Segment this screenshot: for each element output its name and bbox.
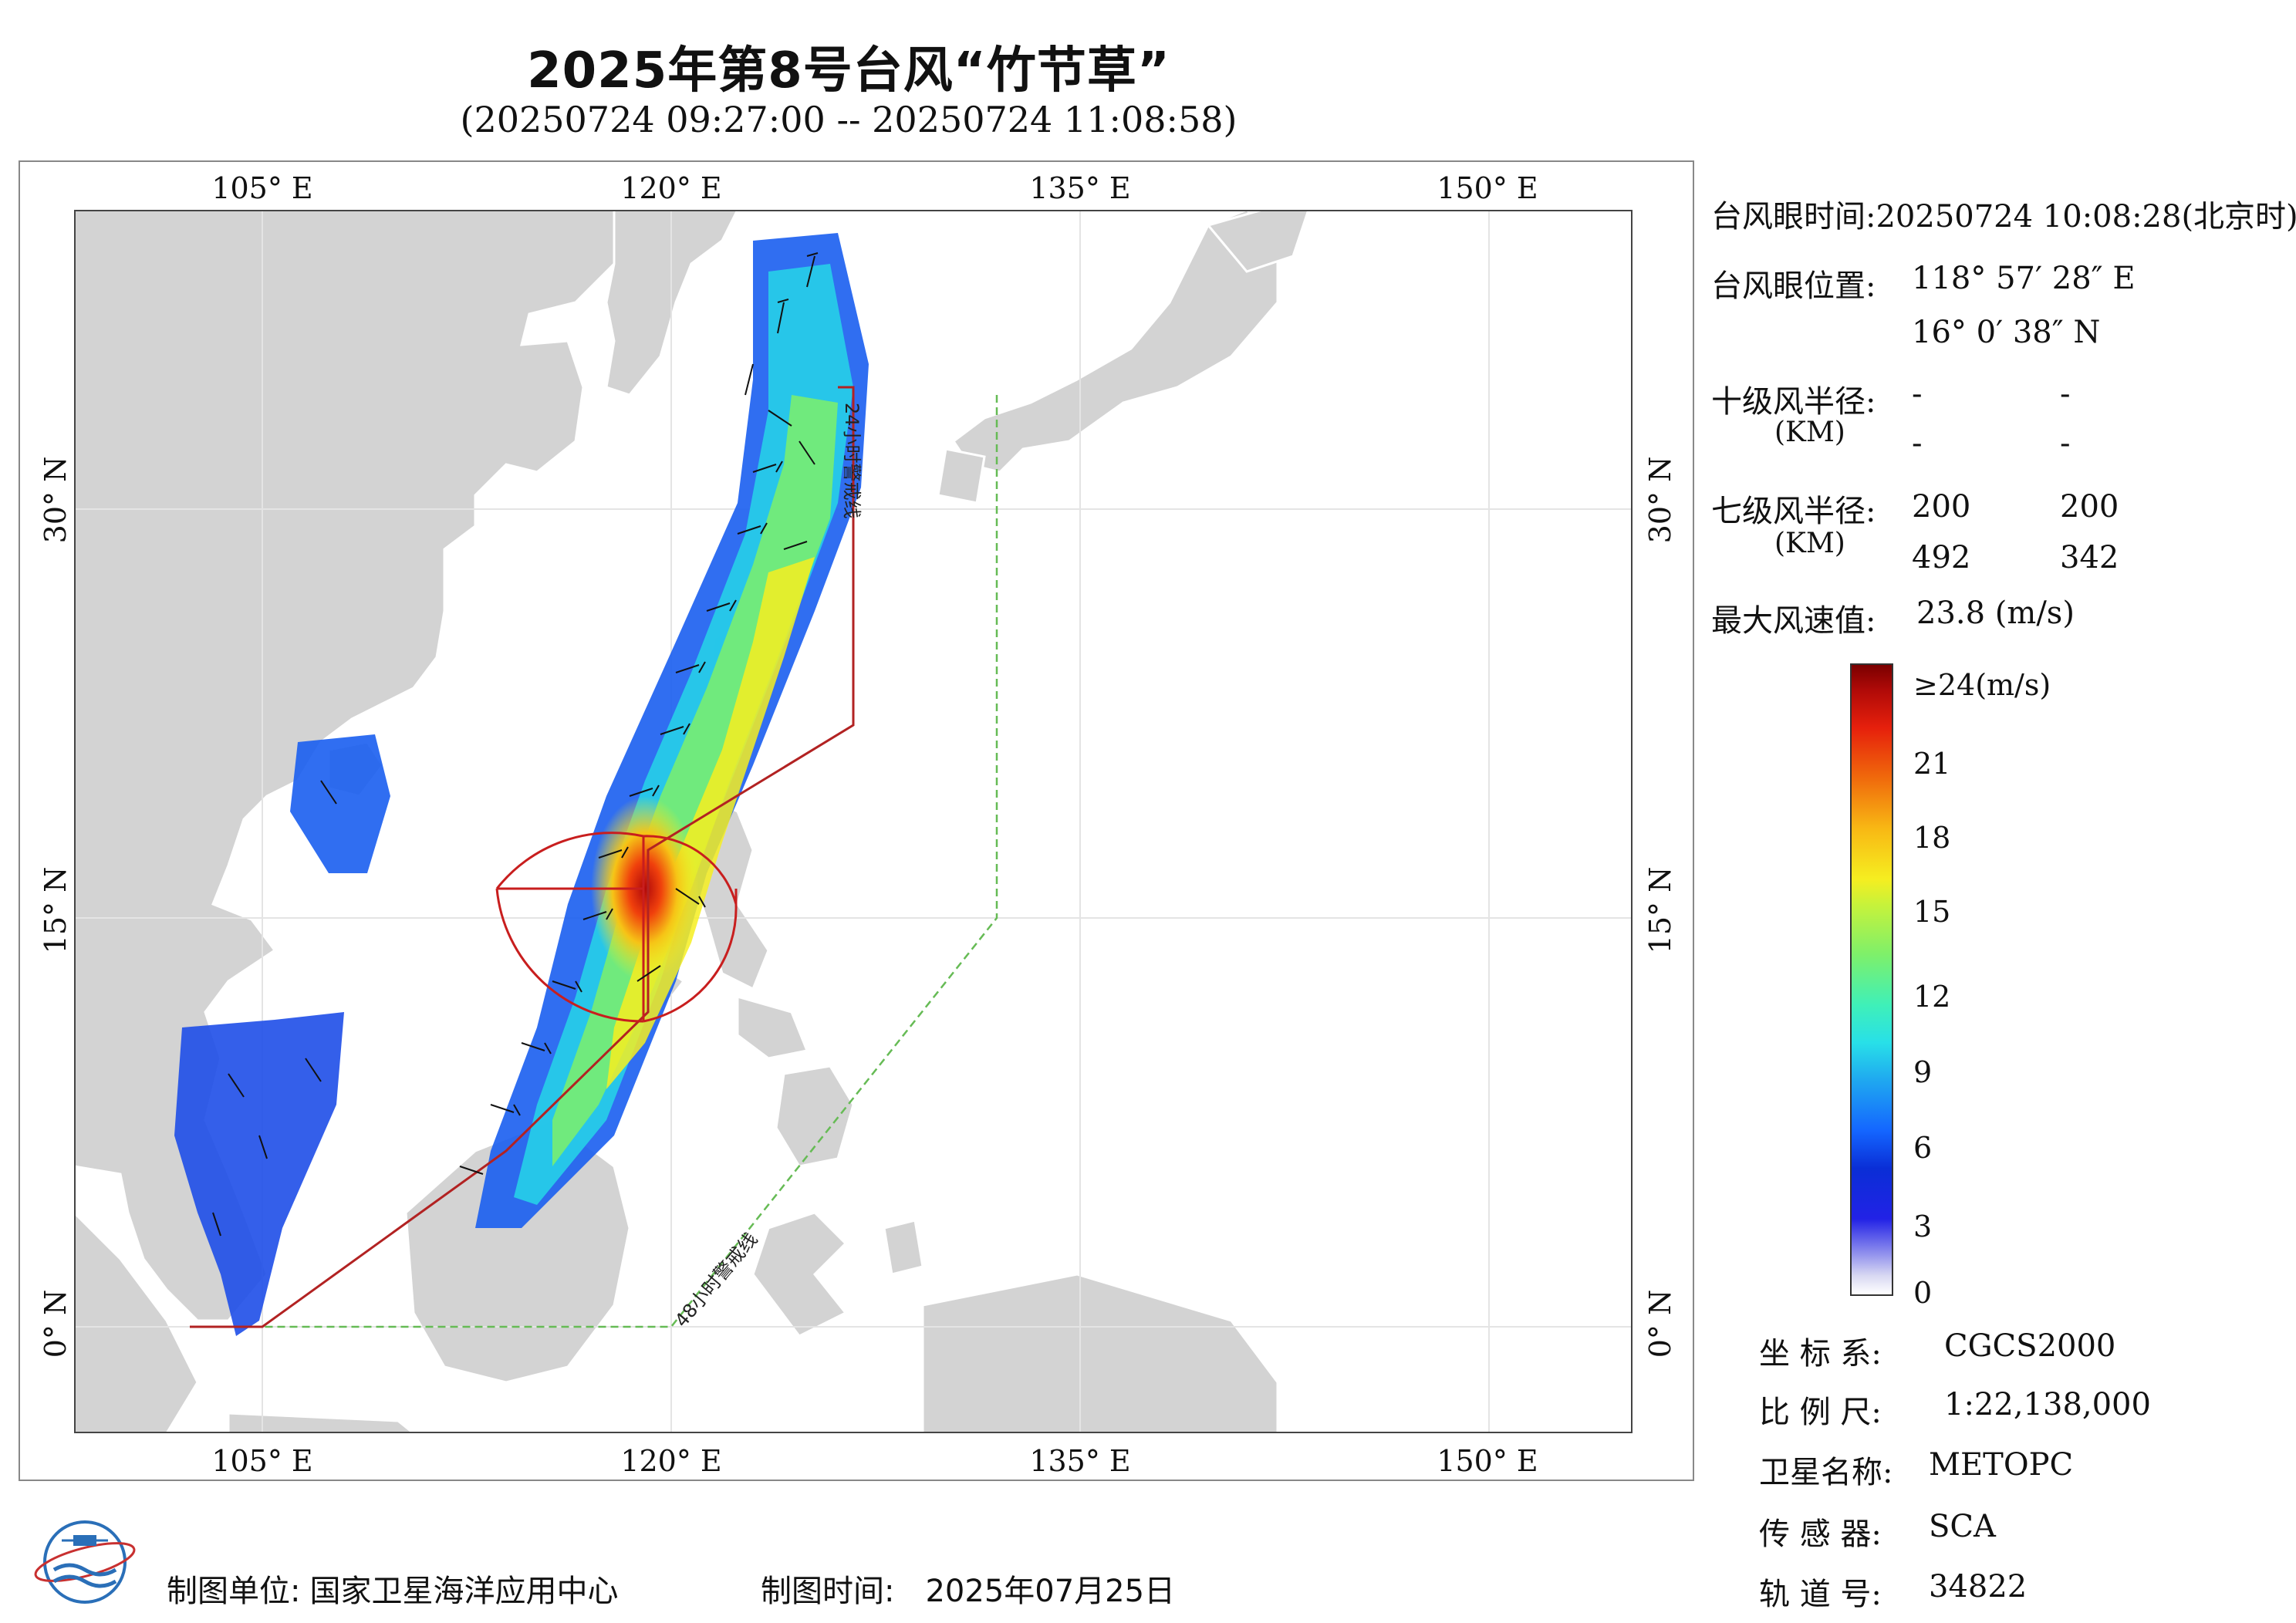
colorbar-tick-6: 6 bbox=[1913, 1131, 1933, 1165]
lat-label-right-0: 0° N bbox=[1643, 1289, 1677, 1358]
eye-pos-label: 台风眼位置: bbox=[1711, 268, 1876, 304]
satellite-label: 卫星名称: bbox=[1759, 1455, 1893, 1490]
r7-value-4: 342 bbox=[2060, 540, 2119, 575]
typhoon-wind-map: 24小时警戒线 48小时警戒线 bbox=[74, 210, 1633, 1433]
colorbar-tick-0: 0 bbox=[1913, 1276, 1933, 1310]
colorbar-tick-15: 15 bbox=[1913, 895, 1951, 929]
r7-value-1: 200 bbox=[1912, 489, 1971, 525]
land-sumatra bbox=[74, 1210, 199, 1433]
lat-label-left-15: 15° N bbox=[39, 866, 73, 954]
map-title: 2025年第8号台风“竹节草” bbox=[527, 42, 1170, 100]
lon-label-bottom-150: 150° E bbox=[1437, 1444, 1538, 1478]
wind-barbs bbox=[212, 252, 819, 1237]
nsoas-logo bbox=[34, 1520, 136, 1604]
wind-speed-colorbar bbox=[1850, 663, 1893, 1296]
lon-label-top-105: 105° E bbox=[211, 171, 313, 205]
coord-value: CGCS2000 bbox=[1944, 1328, 2116, 1364]
r10-value-1: - bbox=[1912, 376, 1923, 412]
lon-label-top-120: 120° E bbox=[620, 171, 722, 205]
land-halmahera bbox=[883, 1219, 924, 1276]
orbit-label: 轨 道 号: bbox=[1759, 1577, 1882, 1612]
footer-unit-value: 国家卫星海洋应用中心 bbox=[309, 1574, 619, 1609]
max-wind-label: 最大风速值: bbox=[1711, 603, 1876, 639]
r7-label: 七级风半径: bbox=[1711, 494, 1876, 529]
lat-label-right-30: 30° N bbox=[1643, 456, 1677, 544]
r10-label: 十级风半径: bbox=[1711, 384, 1876, 420]
lon-label-top-150: 150° E bbox=[1437, 171, 1538, 205]
eye-time-value: 20250724 10:08:28(北京时) bbox=[1876, 199, 2296, 235]
map-subtitle: (20250724 09:27:00 -- 20250724 11:08:58) bbox=[460, 99, 1237, 140]
orbit-value: 34822 bbox=[1929, 1569, 2028, 1604]
land-visayas bbox=[736, 995, 809, 1060]
footer-time-row: 制图时间: 2025年07月25日 bbox=[761, 1566, 1175, 1611]
lat-label-left-0: 0° N bbox=[39, 1289, 73, 1358]
satellite-value: METOPC bbox=[1929, 1447, 2074, 1483]
land-new-guinea bbox=[921, 1273, 1279, 1433]
r10-unit: (KM) bbox=[1774, 417, 1845, 448]
sensor-value: SCA bbox=[1929, 1509, 1996, 1544]
eye-lon-value: 118° 57′ 28″ E bbox=[1912, 261, 2136, 296]
r7-value-2: 200 bbox=[2060, 489, 2119, 525]
lon-label-bottom-105: 105° E bbox=[211, 1444, 313, 1478]
lon-label-bottom-135: 135° E bbox=[1029, 1444, 1131, 1478]
land-hokkaido bbox=[1206, 210, 1310, 273]
footer-unit-row: 制图单位: 国家卫星海洋应用中心 bbox=[167, 1566, 618, 1611]
scale-label: 比 例 尺: bbox=[1759, 1395, 1882, 1430]
warning-line-24h bbox=[190, 386, 855, 1328]
eye-time-row: 台风眼时间:20250724 10:08:28(北京时) bbox=[1711, 191, 2296, 236]
lon-label-top-135: 135° E bbox=[1029, 171, 1131, 205]
warning-line-48h bbox=[262, 395, 998, 1328]
scale-value: 1:22,138,000 bbox=[1944, 1387, 2151, 1422]
warning-line-24h-label: 24小时警戒线 bbox=[841, 403, 863, 519]
colorbar-tick-3: 3 bbox=[1913, 1210, 1933, 1243]
r10-value-4: - bbox=[2060, 426, 2071, 461]
lon-label-bottom-120: 120° E bbox=[620, 1444, 722, 1478]
typhoon-wind-sectors bbox=[495, 832, 738, 1023]
swath-southchina-blue bbox=[174, 1012, 344, 1336]
lat-label-right-15: 15° N bbox=[1643, 866, 1677, 954]
footer-unit-label: 制图单位: bbox=[167, 1574, 301, 1609]
r7-unit: (KM) bbox=[1774, 528, 1845, 559]
swath-hainan-blue bbox=[290, 734, 390, 873]
colorbar-tick-9: 9 bbox=[1913, 1055, 1933, 1089]
r10-value-3: - bbox=[1912, 426, 1923, 461]
land-mindanao bbox=[775, 1065, 855, 1168]
colorbar-tick-21: 21 bbox=[1913, 747, 1951, 781]
colorbar-tick-12: 12 bbox=[1913, 980, 1951, 1014]
footer-time-label: 制图时间: bbox=[761, 1574, 895, 1609]
eye-time-label: 台风眼时间: bbox=[1711, 199, 1876, 235]
sensor-label: 传 感 器: bbox=[1759, 1517, 1882, 1552]
r10-value-2: - bbox=[2060, 376, 2071, 412]
land-java bbox=[227, 1412, 416, 1433]
land-sulawesi bbox=[751, 1211, 848, 1338]
typhoon-core bbox=[591, 796, 699, 981]
r7-value-3: 492 bbox=[1912, 540, 1971, 575]
footer-time-value: 2025年07月25日 bbox=[925, 1574, 1176, 1609]
map-frame bbox=[19, 160, 1694, 1481]
colorbar-tick-24: ≥24(m/s) bbox=[1913, 668, 2051, 702]
lat-label-left-30: 30° N bbox=[39, 456, 73, 544]
colorbar-tick-18: 18 bbox=[1913, 821, 1951, 855]
max-wind-value: 23.8 (m/s) bbox=[1916, 596, 2075, 631]
coord-label: 坐 标 系: bbox=[1759, 1336, 1882, 1372]
land-kyushu bbox=[937, 447, 986, 504]
eye-lat-value: 16° 0′ 38″ N bbox=[1912, 315, 2101, 350]
land-japan bbox=[951, 210, 1279, 474]
